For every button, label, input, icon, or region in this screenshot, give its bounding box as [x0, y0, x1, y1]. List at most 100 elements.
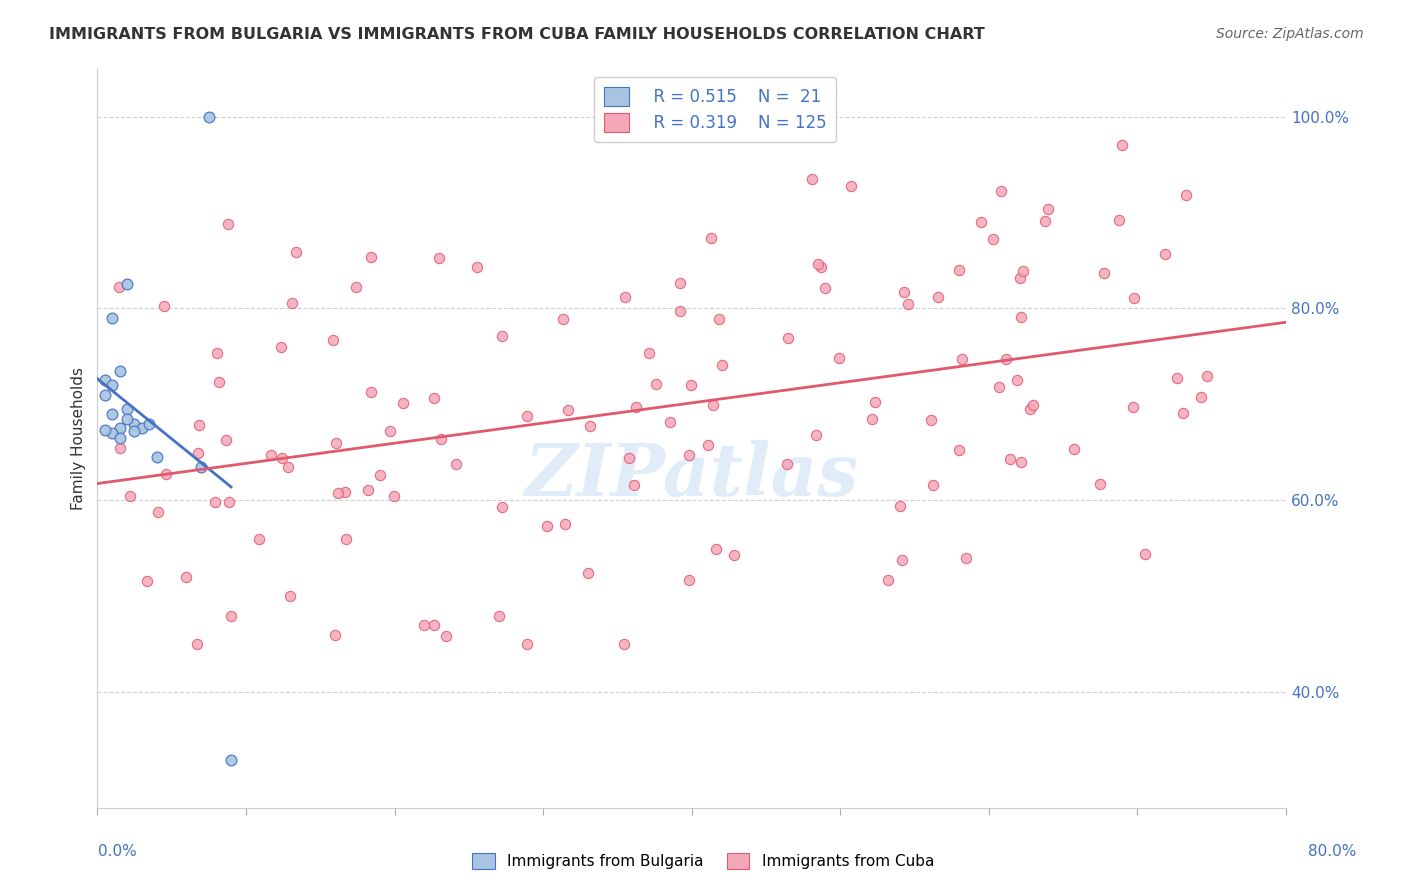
- Point: [1008, 270, 1031, 285]
- Point: [1189, 390, 1212, 404]
- Point: [368, 468, 391, 483]
- Point: [841, 178, 863, 193]
- Point: [776, 457, 799, 471]
- Point: [1022, 398, 1045, 412]
- Legend: Immigrants from Bulgaria, Immigrants from Cuba: Immigrants from Bulgaria, Immigrants fro…: [465, 847, 941, 875]
- Point: [186, 446, 208, 460]
- Point: [970, 214, 993, 228]
- Point: [215, 433, 238, 447]
- Point: [1174, 188, 1197, 202]
- Point: [108, 280, 131, 294]
- Point: [623, 478, 645, 492]
- Point: [1011, 264, 1033, 278]
- Text: IMMIGRANTS FROM BULGARIA VS IMMIGRANTS FROM CUBA FAMILY HOUSEHOLDS CORRELATION C: IMMIGRANTS FROM BULGARIA VS IMMIGRANTS F…: [49, 27, 986, 42]
- Point: [280, 296, 302, 310]
- Point: [876, 573, 898, 587]
- Point: [333, 485, 356, 500]
- Point: [626, 401, 648, 415]
- Point: [434, 629, 457, 643]
- Point: [101, 311, 124, 326]
- Point: [465, 260, 488, 274]
- Point: [658, 416, 681, 430]
- Point: [94, 423, 117, 437]
- Point: [669, 303, 692, 318]
- Point: [259, 448, 281, 462]
- Point: [801, 171, 824, 186]
- Point: [382, 489, 405, 503]
- Point: [124, 425, 146, 439]
- Point: [893, 285, 915, 299]
- Point: [208, 375, 231, 389]
- Point: [669, 276, 692, 290]
- Point: [94, 374, 117, 388]
- Point: [998, 452, 1021, 467]
- Point: [270, 340, 292, 354]
- Point: [810, 260, 832, 274]
- Point: [1122, 291, 1144, 305]
- Point: [981, 232, 1004, 246]
- Point: [101, 378, 124, 392]
- Point: [197, 110, 219, 124]
- Text: 80.0%: 80.0%: [1309, 845, 1357, 859]
- Point: [323, 628, 346, 642]
- Point: [723, 548, 745, 562]
- Point: [536, 519, 558, 533]
- Point: [804, 427, 827, 442]
- Point: [217, 218, 239, 232]
- Point: [576, 566, 599, 580]
- Point: [988, 380, 1011, 394]
- Point: [828, 351, 851, 366]
- Point: [702, 398, 724, 412]
- Point: [613, 637, 636, 651]
- Point: [101, 426, 124, 441]
- Point: [807, 257, 830, 271]
- Point: [108, 364, 131, 378]
- Point: [1133, 547, 1156, 561]
- Point: [617, 450, 640, 465]
- Point: [391, 396, 413, 410]
- Point: [1166, 371, 1188, 385]
- Point: [897, 297, 920, 311]
- Point: [681, 378, 703, 392]
- Point: [326, 485, 349, 500]
- Point: [1038, 202, 1060, 216]
- Point: [889, 499, 911, 513]
- Point: [678, 449, 700, 463]
- Point: [108, 431, 131, 445]
- Point: [271, 451, 294, 466]
- Point: [1092, 266, 1115, 280]
- Point: [948, 442, 970, 457]
- Point: [186, 637, 208, 651]
- Point: [108, 421, 131, 435]
- Point: [204, 495, 226, 509]
- Point: [205, 346, 228, 360]
- Point: [115, 402, 138, 417]
- Point: [423, 391, 446, 405]
- Point: [920, 413, 942, 427]
- Point: [1033, 214, 1056, 228]
- Point: [488, 608, 510, 623]
- Point: [697, 438, 720, 452]
- Y-axis label: Family Households: Family Households: [72, 367, 86, 509]
- Point: [1090, 477, 1112, 491]
- Point: [491, 329, 513, 343]
- Point: [955, 550, 977, 565]
- Point: [115, 277, 138, 292]
- Point: [950, 352, 973, 367]
- Point: [285, 245, 308, 260]
- Point: [1010, 455, 1032, 469]
- Point: [551, 311, 574, 326]
- Point: [922, 477, 945, 491]
- Point: [860, 411, 883, 425]
- Point: [280, 590, 302, 604]
- Point: [101, 407, 124, 421]
- Point: [554, 516, 576, 531]
- Point: [678, 573, 700, 587]
- Point: [1005, 373, 1028, 387]
- Point: [995, 351, 1018, 366]
- Point: [322, 333, 344, 347]
- Point: [1171, 406, 1194, 420]
- Legend:   R = 0.515    N =  21,   R = 0.319    N = 125: R = 0.515 N = 21, R = 0.319 N = 125: [595, 77, 837, 142]
- Point: [146, 506, 169, 520]
- Point: [429, 251, 451, 265]
